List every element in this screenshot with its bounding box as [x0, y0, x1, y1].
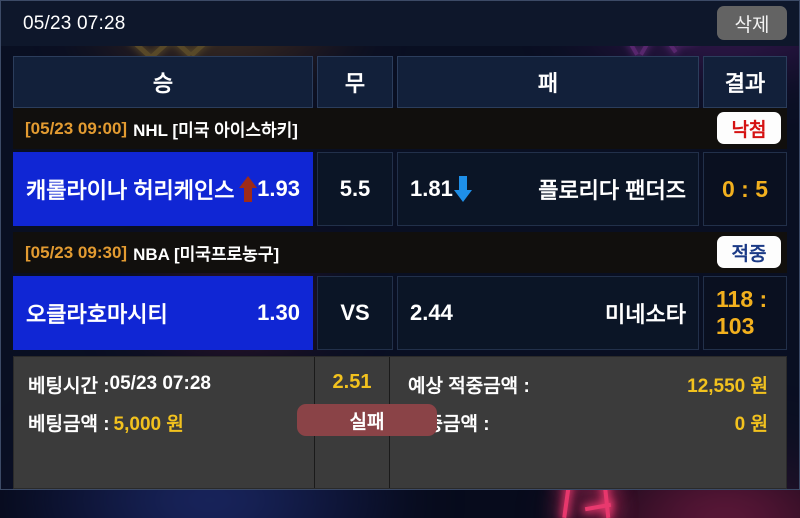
home-odds-value: 1.93 [257, 176, 300, 201]
pick-cell-away[interactable]: 2.44 미네소타 [397, 276, 699, 350]
away-team-name: 플로리다 팬더즈 [538, 178, 686, 203]
bet-time-label: 베팅시간 : [28, 375, 110, 397]
header-spacer [1, 46, 799, 56]
versus-label: VS [340, 300, 370, 325]
home-odds-wrap: 1.93 [239, 176, 300, 202]
pick-cell-home[interactable]: 캐롤라이나 허리케인스 1.93 [13, 152, 313, 226]
bet-amount-label: 베팅금액 : [28, 413, 110, 435]
bet-amount-value: 5,000 원 [113, 413, 184, 435]
match-block: [05/23 09:30] NBA [미국프로농구] 적중 오클라호마시티 1.… [1, 232, 799, 350]
odds-down-arrow-icon [453, 176, 472, 202]
bet-time-line: 베팅시간 : 05/23 07:28 [28, 365, 314, 403]
total-odds-value: 2.51 [332, 371, 372, 393]
slip-timestamp: 05/23 07:28 [23, 12, 126, 34]
match-league: NBA [미국프로농구] [133, 245, 280, 264]
expected-payout-value: 12,550 원 [687, 375, 768, 397]
home-team-name: 오클라호마시티 [26, 302, 168, 327]
pick-cell-away[interactable]: 1.81 플로리다 팬더즈 [397, 152, 699, 226]
match-header: [05/23 09:30] NBA [미국프로농구] 적중 [13, 232, 787, 273]
draw-odds-value: 5.5 [339, 176, 371, 201]
match-odds-row: 오클라호마시티 1.30 VS 2.44 미네소타 118 : 103 [13, 276, 787, 350]
away-odds-wrap: 1.81 [410, 176, 472, 202]
expected-payout-line: 예상 적중금액 : 12,550 원 [408, 365, 768, 403]
match-time: [05/23 09:00] [25, 118, 128, 138]
match-block: [05/23 09:00] NHL [미국 아이스하키] 낙첨 캐롤라이나 허리… [1, 108, 799, 226]
match-score: 118 : 103 [703, 276, 787, 350]
betting-slip: 05/23 07:28 삭제 승 무 패 결과 [05/23 09:00] NH… [0, 0, 800, 490]
neon-line [584, 502, 612, 512]
result-badge: 실패 [297, 404, 437, 436]
match-score: 0 : 5 [703, 152, 787, 226]
column-header-row: 승 무 패 결과 [1, 56, 799, 108]
status-badge: 적중 [717, 236, 781, 268]
away-odds-value: 2.44 [410, 300, 453, 325]
column-header-result: 결과 [703, 56, 787, 108]
home-team-name: 캐롤라이나 허리케인스 [26, 178, 235, 203]
summary-right: 예상 적중금액 : 12,550 원 적중금액 : 0 원 [390, 357, 786, 488]
summary-panel: 베팅시간 : 05/23 07:28 베팅금액 : 5,000 원 2.51 예… [13, 356, 787, 489]
actual-payout-value: 0 원 [734, 413, 768, 435]
match-league: NHL [미국 아이스하키] [133, 121, 298, 140]
away-odds-value: 1.81 [410, 176, 453, 201]
column-header-lose: 패 [397, 56, 699, 108]
away-team-name: 미네소타 [605, 302, 686, 327]
column-header-draw: 무 [317, 56, 393, 108]
delete-button[interactable]: 삭제 [717, 6, 787, 40]
column-header-win: 승 [13, 56, 313, 108]
expected-payout-label: 예상 적중금액 : [408, 375, 530, 397]
match-header: [05/23 09:00] NHL [미국 아이스하키] 낙첨 [13, 108, 787, 149]
match-time: [05/23 09:30] [25, 242, 128, 262]
actual-payout-line: 적중금액 : 0 원 [408, 403, 768, 441]
home-odds-value: 1.30 [257, 300, 300, 325]
odds-up-arrow-icon [239, 176, 258, 202]
pick-cell-draw: VS [317, 276, 393, 350]
slip-header: 05/23 07:28 삭제 [1, 1, 799, 46]
status-badge: 낙첨 [717, 112, 781, 144]
bet-time-value: 05/23 07:28 [109, 373, 211, 394]
pick-cell-home[interactable]: 오클라호마시티 1.30 [13, 276, 313, 350]
summary-left: 베팅시간 : 05/23 07:28 베팅금액 : 5,000 원 [14, 357, 314, 488]
bet-amount-line: 베팅금액 : 5,000 원 [28, 403, 314, 441]
pick-cell-draw[interactable]: 5.5 [317, 152, 393, 226]
match-odds-row: 캐롤라이나 허리케인스 1.93 5.5 1.81 플로리다 팬더즈 0 : 5 [13, 152, 787, 226]
